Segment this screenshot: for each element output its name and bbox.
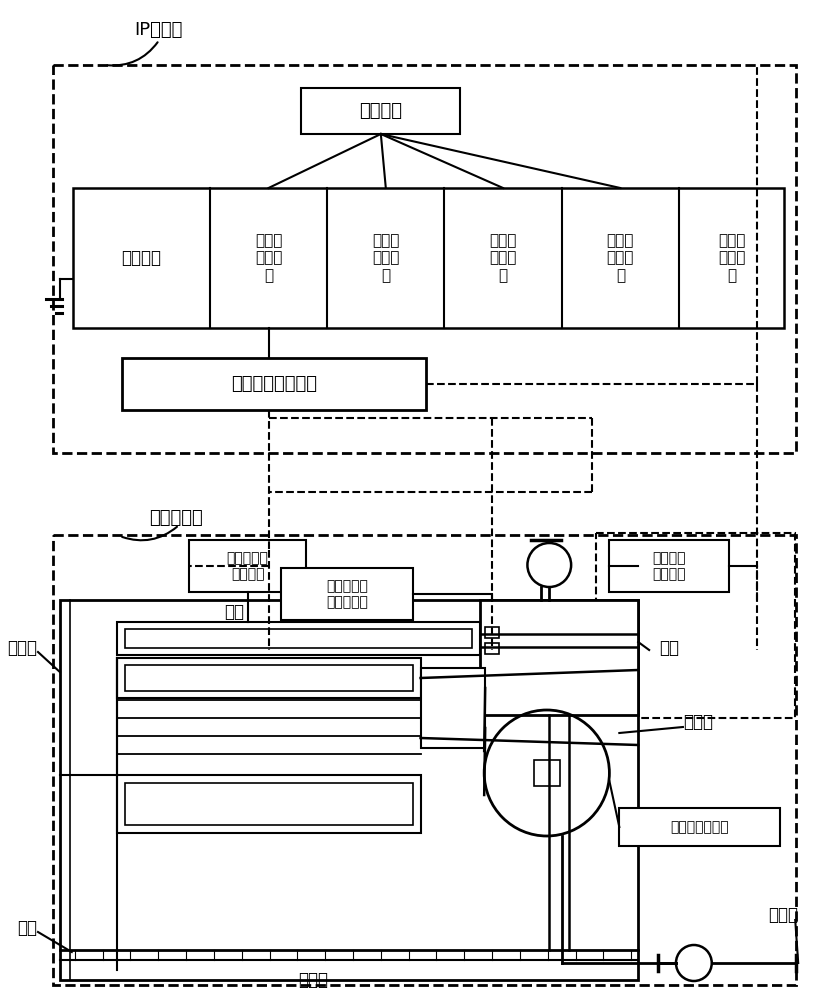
Text: 烟气排烟温
度检测设备: 烟气排烟温 度检测设备 [326, 579, 368, 609]
FancyArrowPatch shape [122, 527, 177, 540]
Text: 模拟量
输出模
块: 模拟量 输出模 块 [607, 233, 634, 283]
Text: 一体化烟气
检测设备: 一体化烟气 检测设备 [227, 551, 268, 581]
Text: 数字量
输入模
块: 数字量 输入模 块 [489, 233, 517, 283]
Bar [302, 88, 460, 134]
Text: 烟管: 烟管 [224, 603, 243, 621]
Bar [480, 600, 638, 715]
Bar [117, 622, 480, 655]
Bar [420, 668, 485, 748]
Bar [125, 629, 472, 648]
Text: 环境温度
检测设备: 环境温度 检测设备 [652, 551, 686, 581]
Text: 加热炉: 加热炉 [7, 639, 37, 657]
Bar [117, 775, 420, 833]
Bar [73, 188, 784, 328]
FancyArrowPatch shape [107, 42, 158, 65]
Bar [122, 358, 425, 410]
Text: 流量计: 流量计 [768, 906, 799, 924]
Text: 可编程
序控制
器: 可编程 序控制 器 [255, 233, 283, 283]
Bar [282, 568, 413, 620]
Text: IP控制柜: IP控制柜 [135, 21, 183, 39]
Text: 烟筱: 烟筱 [659, 639, 679, 657]
Text: 数字量
输出模
块: 数字量 输出模 块 [718, 233, 745, 283]
Bar [53, 65, 796, 453]
Text: 耐火砖: 耐火砖 [298, 971, 328, 989]
Text: 氧含量微调设备: 氧含量微调设备 [671, 820, 729, 834]
Bar [189, 540, 307, 592]
Bar [609, 540, 729, 592]
Bar [619, 808, 780, 846]
Text: 信号隔离单元模块: 信号隔离单元模块 [231, 375, 317, 393]
Text: 模拟量
输入模
块: 模拟量 输入模 块 [372, 233, 400, 283]
Bar [60, 600, 638, 980]
Text: 工艺设备区: 工艺设备区 [150, 509, 203, 527]
Bar [125, 783, 413, 825]
Bar [117, 658, 420, 698]
Bar [53, 535, 796, 985]
Bar [597, 533, 795, 718]
Bar [485, 643, 499, 654]
Bar [125, 665, 413, 691]
Bar [485, 627, 499, 638]
Text: 人机界面: 人机界面 [359, 102, 402, 120]
Text: 电源模块: 电源模块 [121, 249, 161, 267]
Bar [534, 760, 560, 786]
Text: 火筒: 火筒 [17, 919, 37, 937]
Text: 燃烧器: 燃烧器 [683, 713, 713, 731]
